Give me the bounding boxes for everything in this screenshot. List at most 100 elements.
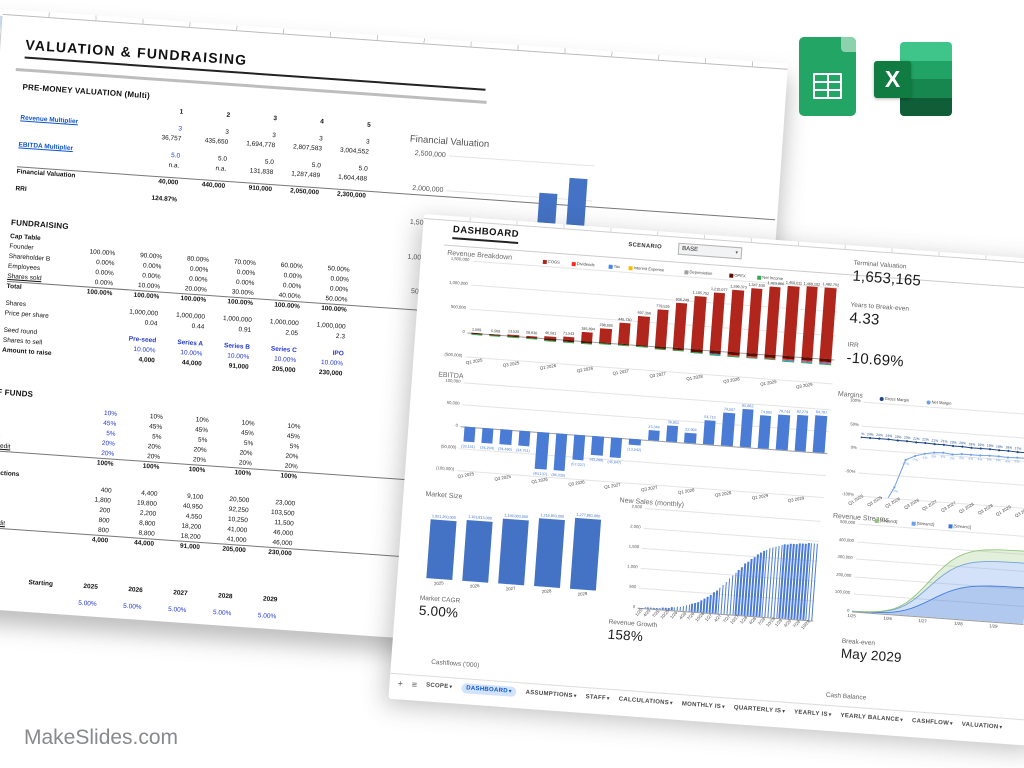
x-tick-label: Q1 2025 [465, 358, 484, 366]
bar [599, 343, 611, 345]
gridline [467, 332, 835, 361]
bar [654, 308, 669, 348]
plot: 1,051,250,000 1,103,813,000 1,159,003,000 1… [421, 500, 606, 591]
svg-text:4%: 4% [968, 457, 973, 461]
svg-text:24%: 24% [867, 432, 874, 436]
cell: 2,050,000 [289, 187, 320, 197]
sheet-tab-calculations[interactable]: CALCULATIONS▾ [618, 696, 674, 707]
legend-label: [Stream1] [953, 524, 972, 530]
cell [227, 199, 275, 212]
y-tick-label: 100,000 [445, 378, 461, 385]
y-tick-label: 50% [850, 422, 859, 427]
bar [617, 322, 631, 345]
y-tick-label: 2,000,000 [412, 184, 444, 194]
bar-label: (45,647) [607, 460, 622, 466]
svg-text:18%: 18% [1005, 445, 1012, 449]
sheet-tab-monthly-is[interactable]: MONTHLY IS▾ [681, 700, 726, 710]
bar [782, 360, 794, 362]
bar-label: 71,543 [563, 331, 575, 336]
plot [637, 507, 821, 622]
bar [776, 414, 790, 451]
cell: 10.00% [73, 616, 96, 625]
cell: 100% [142, 462, 160, 471]
cell: 91,000 [179, 542, 201, 551]
x-tick-label: 10/27 [730, 614, 741, 626]
legend-swatch [608, 264, 613, 269]
sheet-tab-yearly-balance[interactable]: YEARLY BALANCE▾ [840, 712, 904, 723]
row-header-2[interactable]: 2 [0, 14, 2, 29]
legend-swatch [874, 518, 879, 524]
sheet-tab-yearly-is[interactable]: YEARLY IS▾ [793, 708, 832, 718]
cell: 100.00% [227, 298, 254, 308]
y-tick-label: 0 [461, 330, 465, 335]
bar-label: (57,037) [570, 462, 585, 468]
bar [764, 358, 776, 361]
svg-text:4%: 4% [959, 456, 964, 460]
tab-caret-icon: ▾ [949, 720, 954, 727]
svg-text:5%: 5% [987, 457, 992, 461]
bar [819, 287, 837, 360]
sheet-tab-scope[interactable]: SCOPE▾ [425, 681, 453, 690]
tab-caret-icon: ▾ [669, 699, 674, 707]
bar-label: (13,542) [627, 447, 642, 453]
bar [709, 353, 721, 356]
scenario-dropdown[interactable]: BASE ▾ [677, 242, 743, 260]
bar [764, 286, 781, 356]
bar [702, 420, 716, 445]
bar-label: 29,630 [526, 330, 538, 336]
svg-text:19%: 19% [987, 443, 994, 447]
bar-label: 1,299,373 [729, 284, 747, 290]
cashflows-chart-title: Cashflows ('000) [430, 658, 480, 670]
x-tick-label: 10/26 [695, 611, 706, 623]
use-of-funds-table: Cashflow10%10%10%10%10%Marketing45%45%45… [0, 400, 304, 560]
legend-swatch [571, 261, 576, 267]
svg-text:-1%: -1% [921, 456, 927, 460]
x-tick-label: 10/29 [800, 619, 811, 631]
x-tick-label: Q1 2029 [751, 493, 769, 501]
sheet-tab-cashflow[interactable]: CASHFLOW▾ [911, 717, 954, 727]
cell: 1 [179, 108, 184, 116]
sheet-tab-quarterly-is[interactable]: QUARTERLY IS▾ [733, 704, 786, 715]
cell: 230,000 [318, 368, 343, 378]
bar [462, 426, 476, 442]
y-tick-label: 100% [849, 398, 861, 404]
cell: 100% [280, 472, 298, 481]
bar [746, 288, 763, 354]
x-tick-label: 4/28 [748, 616, 758, 626]
sheet-tab-staff[interactable]: STAFF▾ [585, 693, 610, 702]
tab-caret-icon: ▾ [449, 683, 453, 690]
sheet-tab-dashboard[interactable]: DASHBOARD▾ [460, 682, 518, 697]
bar-label: 779,529 [656, 304, 670, 309]
x-tick-label: 1/28 [953, 621, 963, 627]
cell: 5.00% [212, 609, 232, 618]
legend-swatch [542, 259, 547, 265]
x-tick-label: Q1 2028 [958, 502, 976, 515]
sheet-tab-valuation[interactable]: VALUATION▾ [961, 721, 1003, 731]
x-tick-label: 4/29 [783, 619, 793, 629]
cell: 36,757 [161, 134, 182, 143]
bar-label: 445,730 [618, 317, 633, 323]
cell: 2,807,583 [292, 143, 323, 153]
x-tick-label: Q3 2026 [903, 498, 920, 511]
cell [180, 196, 228, 209]
svg-text:20%: 20% [959, 441, 966, 445]
y-tick-label: 300,000 [837, 555, 854, 561]
all-sheets-menu-icon[interactable]: ≡ [411, 678, 418, 690]
kpi-market-cagr: Market CAGR 5.00% [418, 595, 460, 621]
bar-label: 54,713 [704, 415, 717, 420]
y-tick-label: 1,000,000 [449, 280, 469, 287]
add-sheet-icon[interactable]: + [397, 677, 404, 689]
x-tick-label: 1/27 [704, 613, 714, 623]
bar [544, 340, 556, 342]
sheet-tab-assumptions[interactable]: ASSUMPTIONS▾ [525, 689, 577, 699]
cell: 5.00% [257, 612, 277, 621]
fundraising-section-title: FUNDRAISING [10, 218, 70, 232]
x-tick-label: 10/28 [765, 617, 776, 628]
row-header-3[interactable]: 3 [0, 27, 1, 41]
x-tick-label: Q3 2025 [494, 474, 512, 483]
legend-label: Dividends [576, 262, 595, 268]
cell: 100.00% [320, 304, 348, 314]
cell: 10.00% [252, 628, 276, 638]
cell: 3 [273, 115, 278, 123]
svg-text:23%: 23% [904, 435, 911, 439]
